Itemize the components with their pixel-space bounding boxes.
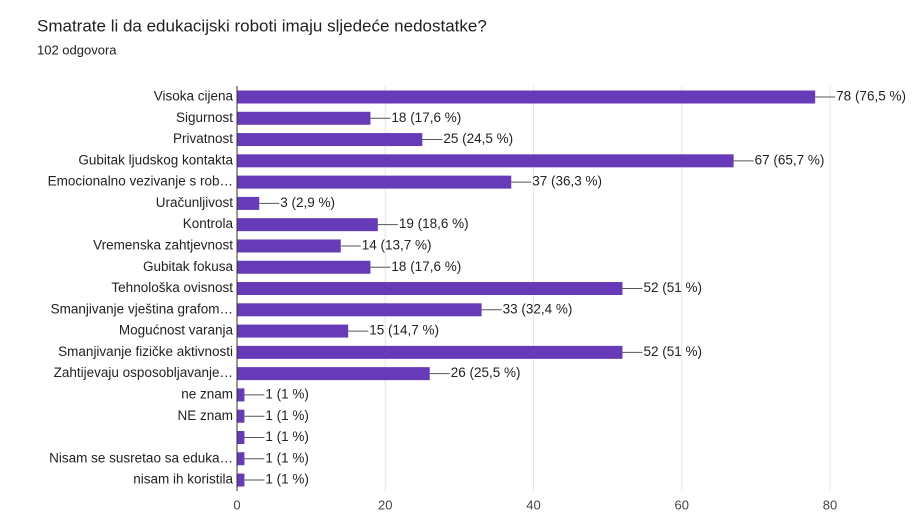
bar bbox=[237, 196, 260, 210]
bar bbox=[237, 154, 734, 168]
bar bbox=[237, 324, 349, 338]
value-label: 1 (1 %) bbox=[265, 450, 309, 465]
value-label: 52 (51 %) bbox=[643, 280, 702, 295]
value-label: 1 (1 %) bbox=[265, 472, 309, 487]
value-label: 67 (65,7 %) bbox=[755, 152, 825, 167]
bar bbox=[237, 260, 371, 274]
y-tick-label: Zahtijevaju osposobljavanje… bbox=[54, 365, 233, 380]
x-tick-label: 20 bbox=[378, 497, 392, 512]
y-tick-label: Visoka cijena bbox=[154, 89, 234, 104]
x-tick-label: 0 bbox=[233, 497, 240, 512]
value-label: 14 (13,7 %) bbox=[362, 238, 432, 253]
bar bbox=[237, 452, 245, 466]
value-label: 1 (1 %) bbox=[265, 386, 309, 401]
bar bbox=[237, 175, 512, 189]
y-tick-label: Nisam se susretao sa eduka… bbox=[49, 450, 233, 465]
value-label: 15 (14,7 %) bbox=[369, 323, 439, 338]
y-tick-label: Sigurnost bbox=[176, 110, 233, 125]
bar bbox=[237, 239, 341, 253]
bar bbox=[237, 388, 245, 402]
y-tick-label: Smanjivanje fizičke aktivnosti bbox=[58, 344, 233, 359]
bar bbox=[237, 303, 482, 317]
value-label: 37 (36,3 %) bbox=[532, 174, 602, 189]
value-label: 78 (76,5 %) bbox=[836, 89, 906, 104]
value-label: 3 (2,9 %) bbox=[280, 195, 335, 210]
bar bbox=[237, 133, 423, 147]
y-tick-label: ne znam bbox=[181, 386, 233, 401]
bar bbox=[237, 473, 245, 487]
bar bbox=[237, 90, 816, 104]
y-tick-label: Smanjivanje vještina grafom… bbox=[51, 301, 233, 316]
y-tick-label: Vremenska zahtjevnost bbox=[93, 238, 233, 253]
value-label: 19 (18,6 %) bbox=[399, 216, 469, 231]
x-tick-label: 80 bbox=[823, 497, 837, 512]
x-tick-label: 60 bbox=[675, 497, 689, 512]
bar bbox=[237, 345, 623, 359]
bar bbox=[237, 409, 245, 423]
y-tick-label: Privatnost bbox=[173, 131, 233, 146]
bar bbox=[237, 111, 371, 125]
value-label: 33 (32,4 %) bbox=[503, 301, 573, 316]
y-tick-label: Emocionalno vezivanje s rob… bbox=[48, 174, 233, 189]
chart-subtitle: 102 odgovora bbox=[37, 42, 117, 57]
bar bbox=[237, 430, 245, 444]
value-label: 18 (17,6 %) bbox=[391, 110, 461, 125]
y-tick-label: nisam ih koristila bbox=[133, 472, 233, 487]
value-label: 26 (25,5 %) bbox=[451, 365, 521, 380]
bar bbox=[237, 218, 378, 232]
value-label: 25 (24,5 %) bbox=[443, 131, 513, 146]
y-tick-label: Gubitak fokusa bbox=[143, 259, 234, 274]
y-tick-label: Kontrola bbox=[183, 216, 234, 231]
bar bbox=[237, 367, 430, 381]
value-label: 52 (51 %) bbox=[643, 344, 702, 359]
value-label: 1 (1 %) bbox=[265, 429, 309, 444]
chart-title: Smatrate li da edukacijski roboti imaju … bbox=[37, 16, 487, 35]
bar bbox=[237, 282, 623, 296]
y-tick-label: Mogućnost varanja bbox=[119, 323, 234, 338]
y-tick-label: Gubitak ljudskog kontakta bbox=[78, 152, 233, 167]
y-tick-label: Tehnološka ovisnost bbox=[111, 280, 233, 295]
value-label: 1 (1 %) bbox=[265, 408, 309, 423]
y-tick-label: NE znam bbox=[177, 408, 233, 423]
y-tick-label: Uračunljivost bbox=[156, 195, 234, 210]
value-label: 18 (17,6 %) bbox=[391, 259, 461, 274]
x-tick-label: 40 bbox=[526, 497, 540, 512]
